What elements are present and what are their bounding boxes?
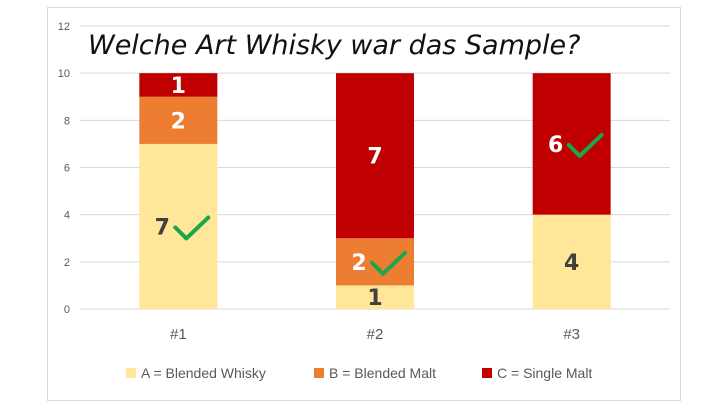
data-label: 6 bbox=[548, 133, 563, 158]
checkmark-icon bbox=[370, 250, 407, 276]
y-axis-ticks: 0 2 4 6 8 10 12 bbox=[58, 21, 70, 316]
data-label: 1 bbox=[367, 286, 382, 311]
legend: A = Blended Whisky B = Blended Malt C = Si… bbox=[126, 365, 592, 381]
checkmark-icon bbox=[173, 215, 211, 241]
checkmarks bbox=[173, 132, 604, 276]
checkmark-icon bbox=[566, 132, 604, 158]
data-label: 2 bbox=[351, 251, 366, 276]
bar-segment bbox=[336, 238, 414, 286]
legend-label: B = Blended Malt bbox=[329, 365, 436, 381]
y-tick-label: 6 bbox=[64, 163, 70, 175]
chart-frame: Welche Art Whisky war das Sample? 0 2 4 6 8 1… bbox=[47, 7, 681, 401]
legend-label: C = Single Malt bbox=[497, 365, 592, 381]
bar-segment bbox=[532, 73, 611, 215]
y-tick-label: 0 bbox=[64, 304, 70, 316]
y-tick-label: 2 bbox=[64, 257, 70, 269]
x-tick-label: #1 bbox=[170, 326, 187, 343]
y-tick-label: 12 bbox=[58, 21, 70, 33]
x-axis-ticks: #1 #2 #3 bbox=[170, 326, 580, 343]
bar-segment bbox=[336, 285, 414, 309]
y-tick-label: 4 bbox=[64, 210, 70, 222]
legend-swatch bbox=[126, 368, 136, 378]
legend-label: A = Blended Whisky bbox=[141, 365, 266, 381]
bar-segment bbox=[139, 143, 218, 309]
bars bbox=[139, 73, 611, 309]
bar-segment bbox=[336, 73, 414, 239]
y-tick-label: 8 bbox=[64, 115, 70, 127]
y-tick-label: 10 bbox=[58, 68, 70, 80]
bar-segment bbox=[532, 214, 611, 309]
bar-segment bbox=[139, 73, 218, 97]
legend-swatch bbox=[314, 368, 324, 378]
data-label: 4 bbox=[564, 251, 579, 276]
legend-swatch bbox=[482, 368, 492, 378]
bar-segment bbox=[139, 96, 218, 144]
x-tick-label: #2 bbox=[367, 326, 384, 343]
data-label: 7 bbox=[367, 145, 382, 170]
chart-title: Welche Art Whisky war das Sample? bbox=[88, 30, 581, 61]
data-label: 1 bbox=[171, 74, 186, 99]
data-label: 2 bbox=[171, 109, 186, 134]
data-label: 7 bbox=[155, 215, 170, 240]
stacked-bar-chart: Welche Art Whisky war das Sample? 0 2 4 6 8 1… bbox=[58, 21, 670, 381]
x-tick-label: #3 bbox=[563, 326, 580, 343]
